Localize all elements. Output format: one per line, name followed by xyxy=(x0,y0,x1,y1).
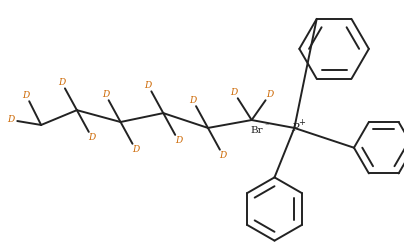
Text: D: D xyxy=(189,96,196,105)
Text: Br: Br xyxy=(250,126,263,135)
Text: D: D xyxy=(145,81,151,90)
Text: D: D xyxy=(220,151,227,160)
Text: D: D xyxy=(230,88,238,97)
Text: +: + xyxy=(298,119,305,127)
Text: D: D xyxy=(58,78,65,87)
Text: P: P xyxy=(292,123,299,133)
Text: D: D xyxy=(175,136,182,146)
Text: D: D xyxy=(22,91,30,99)
Text: D: D xyxy=(7,115,14,124)
Text: D: D xyxy=(102,90,109,99)
Text: D: D xyxy=(88,134,96,143)
Text: D: D xyxy=(266,90,273,99)
Text: D: D xyxy=(132,145,139,154)
Text: ⁻: ⁻ xyxy=(264,122,269,130)
